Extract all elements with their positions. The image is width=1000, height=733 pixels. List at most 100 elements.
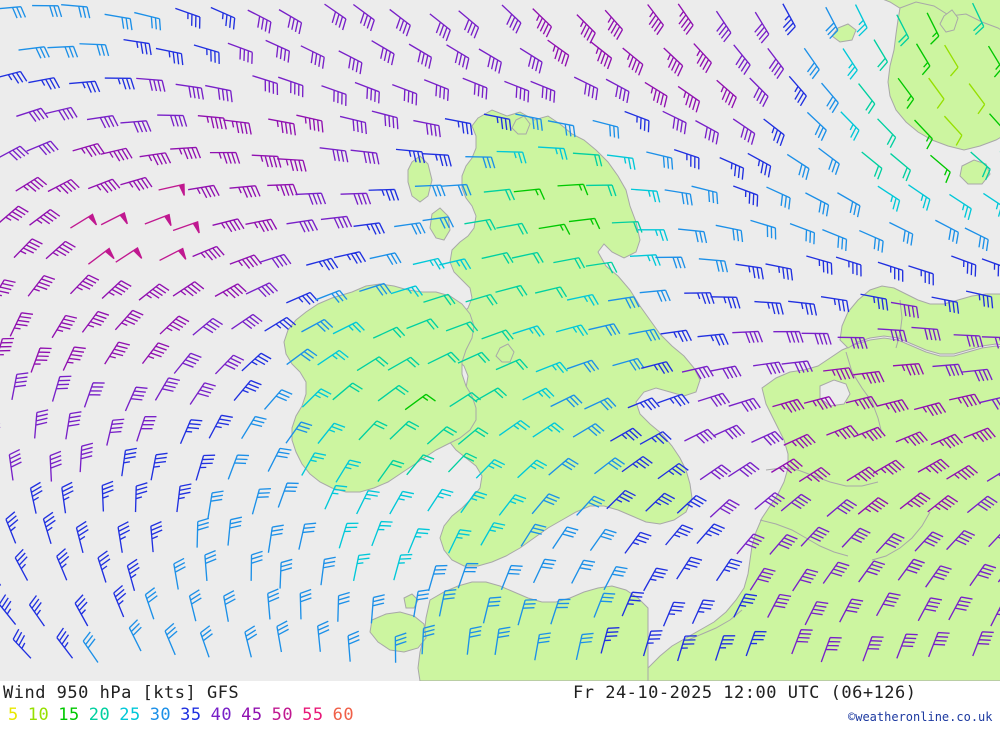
wind-barb	[394, 222, 426, 235]
wind-barb	[877, 118, 897, 149]
wind-barb	[208, 414, 233, 439]
wind-barb	[301, 452, 327, 476]
wind-barb	[324, 3, 347, 31]
wind-barb	[637, 229, 669, 241]
wind-barb	[427, 351, 460, 365]
barb-glyph	[51, 314, 78, 339]
barb-glyph	[138, 283, 170, 301]
wind-barb	[765, 263, 794, 281]
wind-barb	[684, 428, 717, 444]
barb-glyph	[890, 153, 912, 182]
barb-glyph	[733, 593, 758, 618]
barb-glyph	[317, 422, 346, 444]
wind-barb	[438, 588, 457, 617]
wind-barb	[791, 628, 813, 655]
barb-glyph	[862, 636, 884, 662]
wind-barb	[512, 325, 545, 337]
barb-glyph	[0, 337, 14, 364]
product-title: Wind 950 hPa [kts] GFS	[3, 683, 240, 703]
barb-glyph	[0, 627, 6, 655]
wind-barb	[227, 42, 253, 64]
barb-glyph	[765, 263, 794, 281]
wind-barb	[267, 447, 292, 472]
barb-glyph	[927, 495, 959, 513]
land-ireland	[283, 283, 477, 493]
barb-glyph	[192, 245, 225, 261]
wind-barb	[837, 192, 861, 218]
barb-glyph	[427, 488, 454, 512]
wind-barb	[139, 152, 172, 166]
wind-barb	[372, 326, 406, 339]
barb-glyph	[639, 289, 671, 302]
barb-glyph	[538, 223, 571, 235]
wind-barb	[575, 632, 594, 661]
barb-glyph	[223, 590, 236, 622]
map-canvas[interactable]	[0, 0, 1000, 681]
wind-barb	[803, 396, 837, 410]
wind-barb	[714, 635, 736, 661]
wind-barb	[347, 630, 360, 662]
wind-barb	[278, 9, 303, 35]
wind-barb	[628, 328, 661, 342]
wind-barb	[641, 361, 674, 374]
wind-barb	[74, 594, 89, 627]
barb-glyph	[317, 620, 330, 652]
barb-glyph	[352, 553, 371, 582]
barb-glyph	[968, 83, 986, 115]
legend-item-30: 30	[149, 705, 172, 725]
wind-barb	[571, 559, 596, 584]
wind-barb	[141, 342, 170, 365]
barb-glyph	[350, 149, 380, 165]
valid-time-label: Fr 24-10-2025 12:00 UTC (06+126)	[573, 683, 917, 703]
barb-glyph	[988, 527, 1000, 548]
wind-barb	[566, 359, 600, 373]
barb-glyph	[932, 363, 964, 377]
wind-barb	[231, 313, 263, 330]
wind-barb	[496, 222, 529, 235]
barb-glyph	[263, 389, 293, 410]
wind-barb	[164, 622, 178, 656]
wind-barb	[277, 76, 304, 98]
barb-glyph	[100, 211, 128, 226]
wind-barb	[678, 228, 708, 244]
barb-glyph	[457, 427, 489, 445]
barb-glyph	[210, 6, 236, 30]
barb-glyph	[925, 565, 952, 588]
barb-glyph	[32, 4, 63, 18]
barb-glyph	[736, 533, 765, 555]
barb-glyph	[423, 293, 456, 306]
barb-glyph	[534, 632, 551, 661]
barb-glyph	[339, 115, 367, 135]
wind-barb	[8, 448, 22, 481]
wind-barb	[212, 218, 245, 233]
barb-glyph	[697, 333, 729, 346]
wind-barb	[709, 365, 742, 380]
barb-glyph	[987, 45, 1000, 78]
wind-barb	[120, 120, 152, 133]
barb-glyph	[134, 11, 162, 31]
wind-barb	[120, 176, 153, 191]
wind-barb	[277, 482, 299, 508]
barb-glyph	[754, 11, 770, 44]
barb-glyph	[780, 493, 812, 512]
wind-barb	[728, 397, 761, 412]
barb-glyph	[457, 562, 479, 589]
wind-barb	[42, 511, 56, 545]
barb-glyph	[926, 12, 940, 45]
barb-glyph	[251, 488, 271, 515]
wind-barb	[422, 153, 452, 167]
wind-barb	[806, 111, 827, 141]
wind-barb	[150, 521, 163, 553]
land-shetland	[939, 9, 959, 33]
barb-glyph	[589, 528, 617, 552]
wind-barb	[697, 392, 731, 408]
barb-glyph	[512, 325, 545, 337]
wind-barb	[155, 47, 184, 66]
land-brittany	[369, 611, 427, 653]
barb-glyph	[340, 192, 372, 205]
wind-barb	[369, 252, 402, 266]
barb-glyph	[593, 592, 616, 618]
wind-barb	[691, 185, 719, 205]
wind-barb	[444, 117, 473, 136]
barb-glyph	[840, 111, 860, 141]
